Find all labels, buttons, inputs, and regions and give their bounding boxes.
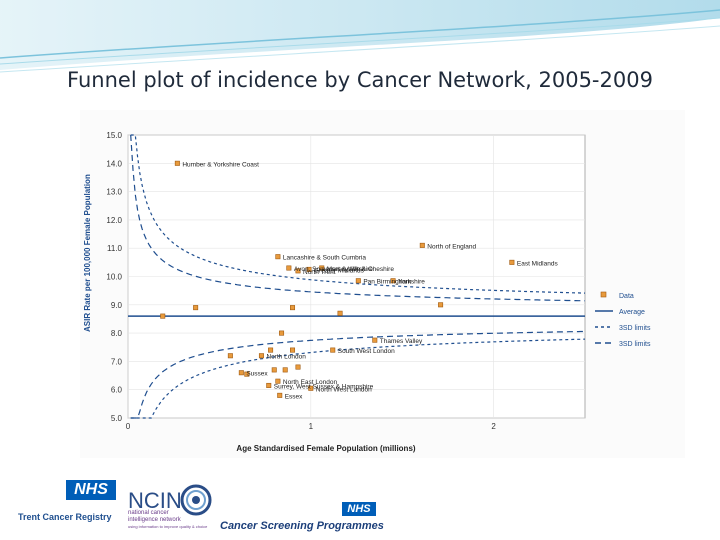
data-point xyxy=(355,278,361,284)
x-tick-label: 0 xyxy=(126,422,131,431)
data-point xyxy=(330,347,336,353)
data-point xyxy=(282,367,288,373)
header-swoosh-decoration xyxy=(0,0,720,73)
data-point xyxy=(295,364,301,370)
ncin-logo-text: NCIN xyxy=(128,488,182,513)
lower-2sd-limit xyxy=(130,330,585,419)
point-label: North London xyxy=(266,354,306,361)
point-label: Avon, Somerset & Wiltshire xyxy=(294,266,373,273)
nhs-logo-screening: NHS xyxy=(342,502,376,516)
data-point xyxy=(160,313,166,319)
data-point xyxy=(258,353,264,359)
point-label: Humber & Yorkshire Coast xyxy=(182,161,259,168)
legend: Data Average 3SD limits 3SD limits xyxy=(595,291,651,348)
data-point xyxy=(268,347,274,353)
upper-2sd-limit xyxy=(130,134,586,302)
x-axis-label: Age Standardised Female Population (mill… xyxy=(236,444,415,453)
slide-title: Funnel plot of incidence by Cancer Netwo… xyxy=(67,68,653,92)
legend-entry: Average xyxy=(619,309,645,316)
axis-layer: 5.0 6.0 7.0 8.0 9.0 10.0 11.0 12.0 13.0 14.0 15.0 0… xyxy=(106,131,496,431)
point-label: Merseyside & Cheshire xyxy=(327,266,395,273)
data-point xyxy=(238,370,244,376)
data-point xyxy=(419,242,425,248)
cancer-screening-programmes-logo: Cancer Screening Programmes xyxy=(220,520,384,532)
legend-marker xyxy=(600,291,607,298)
data-point xyxy=(193,305,199,311)
data-point xyxy=(390,278,396,284)
point-label: Essex xyxy=(285,393,303,400)
y-tick-label: 5.0 xyxy=(111,414,123,423)
y-tick-label: 11.0 xyxy=(107,244,123,253)
legend-entry: Data xyxy=(619,293,634,300)
y-tick-label: 6.0 xyxy=(111,386,123,395)
point-label: East Midlands xyxy=(517,260,559,267)
point-layer xyxy=(160,160,515,398)
point-label: Pan Birmingham xyxy=(363,279,411,286)
point-label: Greater Midlands xyxy=(314,267,365,274)
point-label: Surrey, West Sussex & Hampshire xyxy=(274,383,374,390)
point-label: South West London xyxy=(338,348,395,355)
funnel-plot-chart: Humber & Yorkshire Coast Lancashire & Sou… xyxy=(83,131,651,453)
point-label: North West London xyxy=(316,386,372,393)
y-tick-label: 14.0 xyxy=(106,159,122,168)
lower-3sd-limit xyxy=(130,338,586,419)
y-tick-label: 15.0 xyxy=(106,131,122,140)
data-point xyxy=(244,371,250,377)
data-point xyxy=(271,367,277,373)
data-point xyxy=(266,382,272,388)
data-point xyxy=(372,337,378,343)
data-point xyxy=(227,353,233,359)
y-tick-label: 10.0 xyxy=(106,273,122,282)
point-label: Thames Valley xyxy=(380,338,423,345)
point-label: Sussex xyxy=(246,371,268,378)
y-tick-label: 7.0 xyxy=(111,357,123,366)
data-point xyxy=(290,347,296,353)
nhs-logo-trent: NHS xyxy=(66,480,116,500)
data-point xyxy=(286,265,292,271)
data-point xyxy=(306,266,312,272)
point-label: Yorkshire xyxy=(398,279,425,286)
legend-entry: 3SD limits xyxy=(619,325,651,332)
ncin-map-icon xyxy=(180,484,212,516)
ncin-subtitle-3: using information to improve quality & c… xyxy=(128,524,208,529)
footer-logos: NHS Trent Cancer Registry NCIN national … xyxy=(0,470,720,540)
data-point xyxy=(275,254,281,260)
point-label-layer: Humber & Yorkshire Coast Lancashire & Sou… xyxy=(182,161,558,400)
ncin-subtitle-1: national cancer xyxy=(128,510,169,516)
data-point xyxy=(290,305,296,311)
ncin-subtitle-2: intelligence network xyxy=(128,517,181,523)
point-label: North Trent xyxy=(303,269,336,276)
y-axis-label: ASIR Rate per 100,000 Female Population xyxy=(83,174,92,332)
x-tick-label: 2 xyxy=(491,422,496,431)
y-tick-label: 9.0 xyxy=(111,301,123,310)
point-label: North East London xyxy=(283,379,338,386)
data-point xyxy=(277,392,283,398)
data-point xyxy=(295,268,301,274)
data-point xyxy=(438,302,444,308)
data-point xyxy=(275,378,281,384)
data-point xyxy=(319,265,325,271)
data-point xyxy=(509,259,515,265)
point-label: Lancashire & South Cumbria xyxy=(283,255,366,262)
data-point xyxy=(279,330,285,336)
y-tick-label: 12.0 xyxy=(106,216,122,225)
legend-entry: 3SD limits xyxy=(619,341,651,348)
upper-3sd-limit xyxy=(130,134,586,294)
funnel-plot-panel: Humber & Yorkshire Coast Lancashire & Sou… xyxy=(80,110,685,458)
trent-cancer-registry-logo: Trent Cancer Registry xyxy=(18,512,112,522)
y-tick-label: 8.0 xyxy=(111,329,123,338)
point-label: North of England xyxy=(427,243,476,250)
curve-layer xyxy=(128,134,586,419)
data-point xyxy=(308,385,314,391)
data-point xyxy=(174,160,180,166)
data-point xyxy=(337,310,343,316)
x-tick-label: 1 xyxy=(309,422,314,431)
y-tick-label: 13.0 xyxy=(106,188,122,197)
